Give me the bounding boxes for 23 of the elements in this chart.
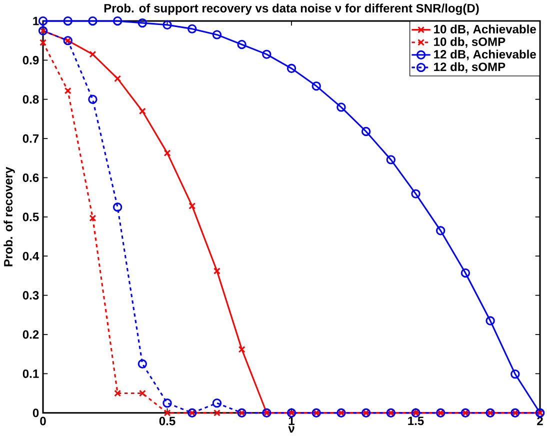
- y-tick-label: 0.1: [22, 369, 39, 378]
- chart-title: Prob. of support recovery vs data noise ν for different SNR/log(D): [104, 4, 479, 15]
- legend-label: 12 dB, Achievable: [434, 50, 536, 60]
- x-tick-label: 0: [40, 416, 46, 426]
- y-tick-label: 0.7: [22, 134, 39, 143]
- y-tick-label: 0.4: [22, 252, 40, 260]
- x-tick-label: 1: [288, 416, 295, 425]
- y-tick-label: 0.9: [22, 56, 39, 64]
- x-tick-label: 0.5: [159, 416, 176, 426]
- y-axis-title: Prob. of recovery: [4, 166, 15, 266]
- legend-label: 10 dB, Achievable: [434, 24, 536, 36]
- x-tick-label: 2: [537, 416, 543, 426]
- y-tick-label: 0.8: [22, 95, 39, 104]
- y-tick-label: 0.5: [22, 212, 39, 222]
- y-tick-label: 1: [33, 16, 39, 26]
- y-tick-label: 0.2: [22, 330, 39, 339]
- y-tick-label: 0.3: [22, 290, 39, 300]
- x-tick-label: 1.5: [408, 416, 424, 426]
- legend-label: 12 db, sOMP: [434, 62, 506, 73]
- x-axis-title: ν: [288, 426, 294, 432]
- y-tick-label: 0.6: [22, 173, 39, 182]
- y-tick-label: 0: [32, 408, 39, 418]
- legend-label: 10 db, sOMP: [434, 37, 506, 48]
